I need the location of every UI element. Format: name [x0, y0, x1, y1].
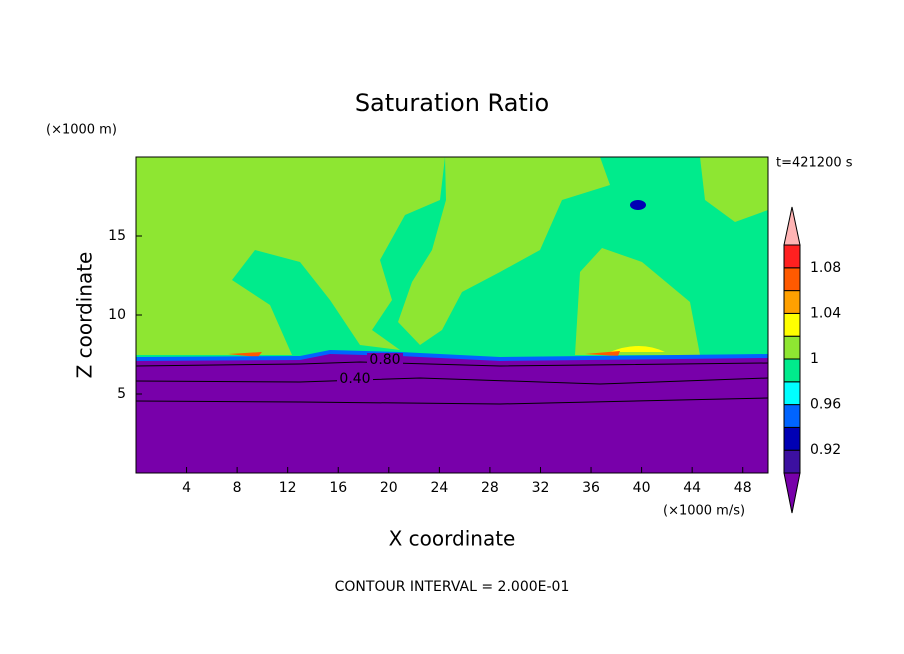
y-axis-title: Z coordinate	[73, 252, 97, 379]
contour-label-bg	[337, 372, 373, 386]
y-tick-label: 15	[108, 228, 126, 244]
x-tick-label: 12	[279, 480, 297, 496]
colorbar-label: 0.92	[810, 442, 841, 458]
colorbar-box	[783, 335, 801, 360]
colorbar-box	[783, 290, 801, 314]
y-unit: (×1000 m)	[46, 123, 117, 138]
region	[610, 346, 665, 352]
time-label: t=421200 s	[776, 156, 853, 171]
region	[136, 157, 445, 355]
region	[398, 157, 610, 345]
x-tick-label: 40	[633, 480, 651, 496]
x-tick-label: 28	[481, 480, 499, 496]
colorbar-label: 1.04	[810, 305, 841, 321]
chart-title: Saturation Ratio	[355, 89, 549, 117]
colorbar-over	[783, 206, 801, 246]
region	[136, 354, 768, 473]
colorbar-box	[783, 358, 801, 383]
x-axis-title: X coordinate	[389, 527, 516, 551]
colorbar-box	[783, 426, 801, 451]
x-tick-label: 36	[582, 480, 600, 496]
y-tick-label: 10	[108, 307, 126, 323]
x-tick-label: 44	[683, 480, 701, 496]
colorbar-box	[783, 381, 801, 406]
colorbar-label: 0.96	[810, 397, 841, 413]
x-tick-label: 16	[329, 480, 347, 496]
colorbar-box	[783, 404, 801, 428]
x-tick-label: 48	[734, 480, 752, 496]
contour-label: 0.80	[369, 352, 400, 368]
colorbar-box	[783, 244, 801, 269]
x-tick-label: 8	[233, 480, 242, 496]
x-tick-label: 24	[430, 480, 448, 496]
region	[575, 248, 700, 355]
x-tick-label: 32	[532, 480, 550, 496]
x-tick-label: 20	[380, 480, 398, 496]
colorbar-box	[783, 449, 801, 474]
x-tick-label: 4	[182, 480, 191, 496]
colorbar-label: 1.08	[810, 260, 841, 276]
colorbar-box	[783, 312, 801, 337]
region	[630, 200, 646, 210]
colorbar-box	[783, 267, 801, 292]
contour-field	[135, 157, 769, 473]
footer: CONTOUR INTERVAL = 2.000E-01	[335, 579, 570, 595]
contour-label: 0.40	[339, 371, 370, 387]
y-tick-label: 5	[117, 386, 126, 402]
colorbar-under	[783, 472, 801, 514]
x-unit: (×1000 m/s)	[663, 504, 745, 519]
colorbar-label: 1	[810, 351, 819, 367]
contour-line	[135, 361, 769, 405]
contour-label-bg	[367, 353, 403, 367]
region	[700, 157, 768, 222]
